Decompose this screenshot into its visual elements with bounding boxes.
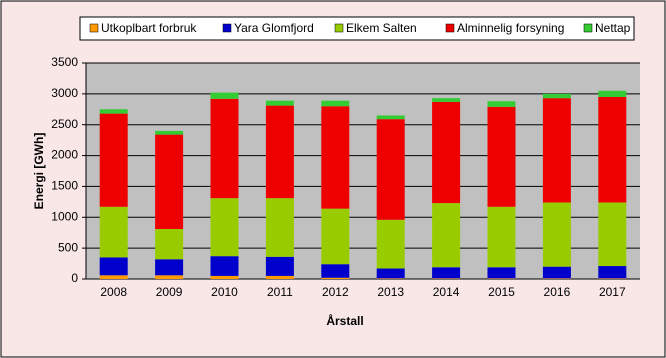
legend <box>79 16 635 41</box>
bar-segment <box>155 259 184 276</box>
legend-swatch <box>334 23 344 33</box>
bar-segment <box>598 278 627 279</box>
legend-swatch <box>583 23 593 33</box>
y-tick-label: 1000 <box>51 209 78 223</box>
y-tick-label: 2000 <box>51 148 78 162</box>
bar-segment <box>432 267 461 279</box>
bar-segment <box>487 106 516 207</box>
legend-swatch <box>445 23 455 33</box>
bar-segment <box>376 278 405 279</box>
bar-segment <box>376 119 405 220</box>
bar-segment <box>265 198 294 257</box>
x-tick-label: 2009 <box>156 285 183 299</box>
bar-segment <box>99 275 128 279</box>
x-tick-label: 2013 <box>377 285 404 299</box>
bar-segment <box>210 256 239 276</box>
bar-segment <box>487 278 516 279</box>
bar-segment <box>542 266 571 279</box>
bar-segment <box>155 229 184 260</box>
bar-segment <box>155 275 184 279</box>
bar-segment <box>487 101 516 107</box>
x-tick-label: 2010 <box>211 285 238 299</box>
x-tick-label: 2012 <box>322 285 349 299</box>
y-tick-label: 1500 <box>51 179 78 193</box>
bar-segment <box>210 275 239 279</box>
x-tick-label: 2016 <box>544 285 571 299</box>
bar-segment <box>487 206 516 268</box>
x-axis-label: Årstall <box>326 313 363 328</box>
bar-segment <box>432 278 461 279</box>
y-tick-label: 2500 <box>51 117 78 131</box>
legend-swatch <box>222 23 232 33</box>
bar-segment <box>376 219 405 269</box>
bar-segment <box>542 278 571 279</box>
bar-segment <box>542 202 571 267</box>
y-tick-label: 3000 <box>51 86 78 100</box>
bar-segment <box>376 115 405 120</box>
bar-segment <box>155 130 184 135</box>
bar-segment <box>99 257 128 276</box>
y-tick-label: 500 <box>58 240 78 254</box>
x-tick-label: 2008 <box>100 285 127 299</box>
bar-segment <box>99 109 128 114</box>
bar-segment <box>542 93 571 99</box>
legend-label: Nettap <box>595 21 631 35</box>
bar-segment <box>265 105 294 199</box>
legend-label: Utkoplbart forbruk <box>101 21 197 35</box>
bar-segment <box>321 277 350 279</box>
x-tick-label: 2011 <box>267 285 293 299</box>
bar-segment <box>155 134 184 230</box>
bar-segment <box>542 98 571 203</box>
bar-segment <box>598 96 627 203</box>
bar-segment <box>210 92 239 99</box>
bar-segment <box>598 90 627 97</box>
bar-segment <box>376 268 405 279</box>
bar-segment <box>432 98 461 102</box>
bar-segment <box>99 113 128 207</box>
legend-label: Yara Glomfjord <box>234 21 314 35</box>
bar-segment <box>487 267 516 279</box>
bar-segment <box>321 208 350 265</box>
bar-segment <box>598 266 627 279</box>
legend-swatch <box>89 23 99 33</box>
bar-segment <box>321 100 350 107</box>
bar-segment <box>265 275 294 279</box>
legend-label: Alminnelig forsyning <box>457 21 564 35</box>
bar-segment <box>432 203 461 268</box>
bar-segment <box>265 100 294 106</box>
x-tick-label: 2014 <box>433 285 460 299</box>
y-axis-label: Energi [GWh] <box>32 133 46 210</box>
y-tick-label: 3500 <box>51 55 78 69</box>
x-tick-label: 2017 <box>599 285 626 299</box>
bar-segment <box>321 106 350 209</box>
bar-segment <box>210 198 239 257</box>
legend-label: Elkem Salten <box>346 21 417 35</box>
bar-segment <box>265 256 294 276</box>
bar-segment <box>99 206 128 258</box>
bar-segment <box>321 264 350 278</box>
bar-segment <box>598 202 627 267</box>
bar-segment <box>432 101 461 204</box>
x-tick-label: 2015 <box>488 285 515 299</box>
y-tick-label: 0 <box>71 271 78 285</box>
bar-segment <box>210 98 239 199</box>
